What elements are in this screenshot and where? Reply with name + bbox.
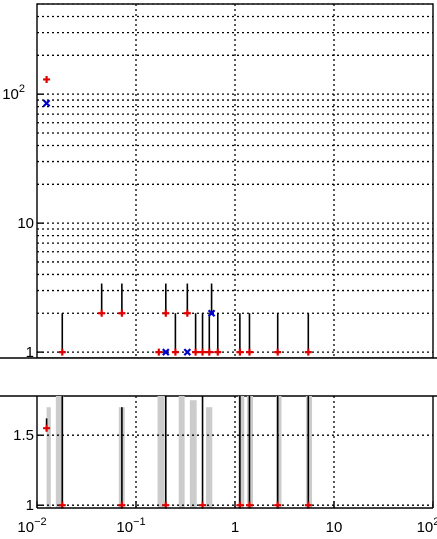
uncertainty-band [238,396,245,508]
data-point-plus [214,348,222,356]
uncertainty-band [206,407,213,508]
data-point-plus [205,348,213,356]
x-tick-label: 10−1 [116,516,145,536]
y-tick-label: 1 [26,344,34,361]
data-point-plus [43,75,51,83]
data-point-plus [304,348,312,356]
x-tick-label: 10−2 [17,516,46,536]
data-point-plus [183,309,191,317]
x-tick-label: 10 [326,519,343,536]
top-panel: 1 10 102 [0,3,437,397]
y-tick-label: 102 [2,83,25,103]
x-tick-label: 1 [231,519,239,536]
data-point-plus [58,348,66,356]
uncertainty-band [46,407,51,508]
panel-gap [0,358,437,396]
data-point-plus [192,348,200,356]
data-point-plus [274,348,282,356]
uncertainty-band [178,396,185,508]
uncertainty-band [189,400,197,508]
data-point-plus [155,348,163,356]
y-tick-label: 1.5 [13,427,34,444]
data-point-cross [42,99,51,108]
data-point-cross [162,348,170,356]
uncertainty-band [55,396,64,508]
data-point-plus [118,309,126,317]
data-point-cross [183,348,192,356]
data-point-plus [171,348,179,356]
x-tick-label: 102 [417,516,437,536]
data-point-plus [162,309,170,317]
data-point-plus [236,348,244,356]
bottom-panel: 1 1.5 10−2 10−1 1 10 102 [13,396,437,536]
y-tick-label: 1 [26,497,34,514]
uncertainty-band [157,396,165,508]
data-point-plus [245,348,253,356]
data-point-plus [98,309,106,317]
data-point-cross [207,309,216,318]
ratio-point [43,424,51,432]
uncertainty-band [276,396,282,508]
y-tick-label: 10 [17,215,34,232]
data-point-plus [199,348,207,356]
